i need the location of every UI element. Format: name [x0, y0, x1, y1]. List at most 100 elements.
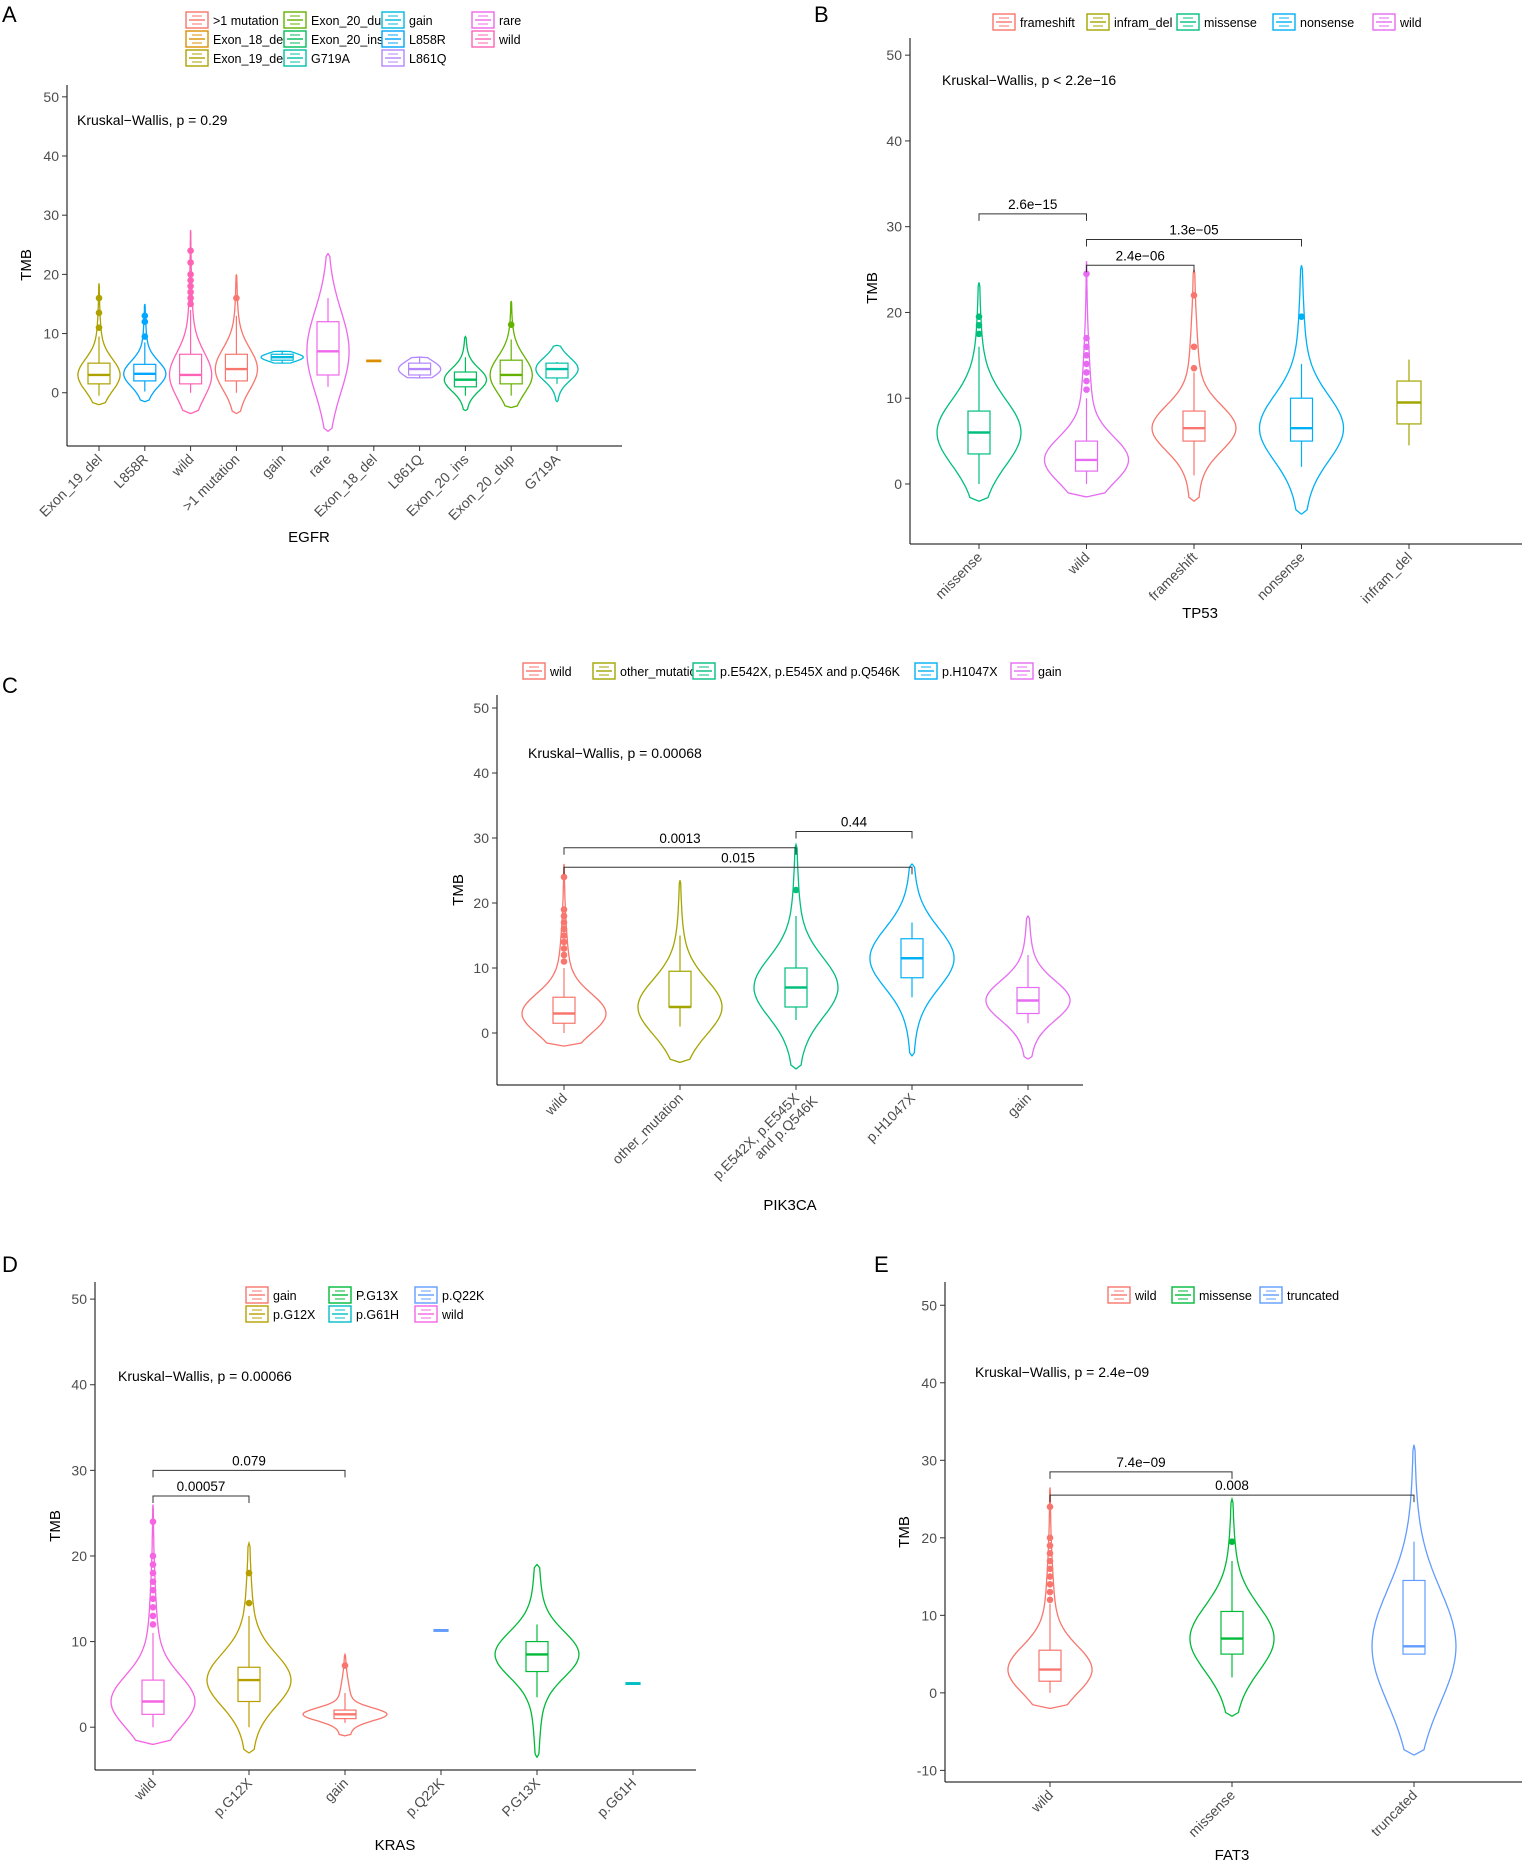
legend-label: Exon_20_dup — [311, 14, 388, 28]
outlier-point — [149, 1621, 157, 1628]
outlier-point — [187, 276, 194, 284]
y-tick-label: 40 — [71, 1377, 87, 1393]
outlier-point — [1046, 1573, 1054, 1580]
legend-key — [185, 49, 209, 67]
outlier-point — [141, 333, 149, 340]
y-tick-label: 20 — [886, 304, 902, 320]
y-tick-label: 40 — [886, 133, 902, 149]
outlier-point — [95, 294, 103, 302]
legend-label: Exon_20_ins — [311, 33, 383, 47]
x-tick-label: p.H1047X — [863, 1089, 919, 1145]
legend-key — [1372, 13, 1396, 31]
y-tick-label: 50 — [921, 1297, 937, 1313]
kruskal-annotation: Kruskal−Wallis, p = 0.00066 — [118, 1368, 292, 1384]
y-tick-label: 20 — [473, 895, 489, 911]
outlier-point — [560, 951, 568, 959]
category-4: P.G13X — [494, 1563, 580, 1820]
y-tick-label: 0 — [894, 476, 902, 492]
box — [1074, 440, 1099, 472]
comparison-bracket: 7.4e−09 — [1049, 1455, 1233, 1479]
comparison-bracket: 0.015 — [563, 850, 913, 875]
y-tick-label: 30 — [473, 830, 489, 846]
outlier-point — [141, 318, 149, 326]
outlier-point — [1190, 364, 1198, 372]
legend-label: p.G61H — [356, 1308, 399, 1322]
violin — [1007, 1487, 1093, 1710]
legend-key — [471, 11, 495, 29]
category-1: other_mutation — [609, 880, 723, 1167]
outlier-point — [233, 294, 240, 302]
violin — [1043, 260, 1130, 498]
bracket-p-value: 0.008 — [1215, 1478, 1249, 1493]
x-tick-label: p.E542X, p.E545Xand p.Q546K — [709, 1082, 821, 1194]
box — [499, 359, 523, 385]
y-tick-label: 50 — [43, 89, 59, 105]
x-tick-label: other_mutation — [609, 1090, 686, 1167]
category-2: wild — [168, 229, 213, 480]
outlier-point — [1190, 343, 1198, 351]
legend-label: >1 mutation — [213, 14, 279, 28]
panel-e: E -10 0 10 20 30 40 50 FAT3 TMB Kruskal−Wallis, p … — [874, 1252, 1522, 1864]
legend-key — [245, 1286, 269, 1304]
category-4: gain — [985, 915, 1071, 1120]
legend-key — [414, 1305, 438, 1323]
comparison-bracket: 2.4e−06 — [1086, 248, 1195, 273]
legend-label: wild — [498, 33, 521, 47]
legend-label: wild — [1134, 1289, 1157, 1303]
outlier-point — [975, 322, 983, 329]
bracket-line — [563, 847, 797, 855]
bracket-line — [152, 1469, 346, 1478]
panel-letter: D — [2, 1252, 18, 1277]
legend: frameshift infram_del missense nonsense wild — [992, 13, 1422, 31]
y-axis-title: TMB — [864, 272, 881, 304]
outlier-point — [560, 938, 568, 946]
violin — [869, 863, 955, 1057]
y-tick-label: 10 — [71, 1634, 87, 1650]
outlier-point — [1083, 360, 1090, 368]
violin — [1189, 1496, 1275, 1717]
y-tick-label: 20 — [43, 266, 59, 282]
x-tick-label: gain — [258, 451, 288, 481]
violin — [168, 229, 213, 415]
violin — [985, 915, 1071, 1060]
legend-key — [692, 662, 716, 680]
x-axis-title: FAT3 — [1215, 1847, 1250, 1864]
bracket-p-value: 0.0013 — [659, 831, 700, 846]
violin — [214, 274, 259, 415]
x-tick-label: missense — [1185, 1787, 1238, 1840]
outlier-point — [187, 271, 194, 278]
outlier-point — [1046, 1534, 1054, 1542]
legend-label: L861Q — [409, 52, 447, 66]
violin — [443, 335, 488, 412]
legend-key — [1176, 13, 1200, 31]
outlier-point — [95, 324, 103, 331]
outlier-point — [560, 932, 568, 939]
x-tick-label: p.G61H — [594, 1775, 639, 1820]
x-tick-label: missense — [932, 549, 985, 602]
box — [1182, 410, 1206, 442]
y-tick-label: 0 — [51, 385, 59, 401]
legend: gain p.G12X P.G13X p.G61H p.Q22K wild — [245, 1286, 485, 1323]
legend-label: missense — [1199, 1289, 1252, 1303]
outlier-point — [560, 912, 568, 920]
bracket-p-value: 1.3e−05 — [1169, 223, 1218, 238]
legend-key — [1259, 1286, 1283, 1304]
x-tick-label: gain — [1004, 1090, 1034, 1120]
violin — [397, 356, 442, 379]
outlier-point — [187, 288, 194, 296]
box — [1220, 1610, 1244, 1655]
outlier-point — [1228, 1538, 1236, 1545]
outlier-point — [1046, 1550, 1054, 1557]
y-axis-title: TMB — [18, 249, 35, 281]
outlier-point — [560, 925, 568, 933]
legend-label: infram_del — [1114, 16, 1172, 30]
category-4: gain — [258, 350, 305, 481]
legend-key — [471, 30, 495, 48]
category-2: gain — [302, 1652, 388, 1805]
legend-label: P.G13X — [356, 1289, 399, 1303]
y-tick-label: 30 — [886, 219, 902, 235]
outlier-point — [187, 294, 194, 302]
panel-d: D 0 10 20 30 40 50 KRAS TMB Kruskal−Wallis, p = 0… — [2, 1252, 696, 1854]
comparison-bracket: 2.6e−15 — [978, 197, 1087, 221]
x-tick-label: wild — [168, 451, 197, 480]
